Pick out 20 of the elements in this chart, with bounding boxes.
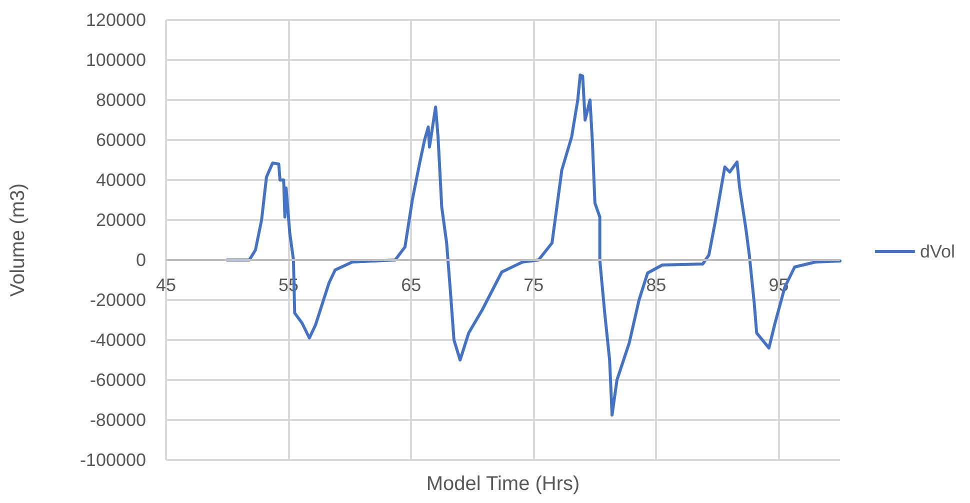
y-tick-label: -60000 — [90, 370, 146, 390]
x-tick-label: 45 — [156, 275, 176, 296]
y-tick-label: -20000 — [90, 290, 146, 310]
y-tick-label: 120000 — [86, 10, 146, 30]
y-tick-label: 20000 — [96, 210, 146, 230]
y-tick-label: -80000 — [90, 410, 146, 430]
legend-label: dVol — [920, 242, 956, 262]
y-tick-label: 100000 — [86, 50, 146, 70]
x-tick-label: 65 — [401, 275, 422, 296]
x-tick-label: 75 — [524, 275, 544, 296]
y-tick-label: 0 — [136, 250, 146, 270]
y-tick-label: 80000 — [96, 90, 146, 110]
y-axis-title: Volume (m3) — [7, 183, 29, 297]
x-axis-title: Model Time (Hrs) — [426, 473, 580, 495]
y-tick-label: -40000 — [90, 330, 146, 350]
y-tick-label: 40000 — [96, 170, 146, 190]
x-tick-label: 85 — [646, 275, 666, 296]
line-series — [226, 74, 842, 416]
y-tick-label: 60000 — [96, 130, 146, 150]
y-tick-label: -100000 — [80, 450, 146, 470]
